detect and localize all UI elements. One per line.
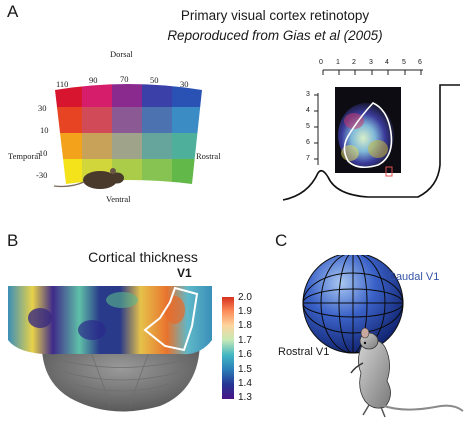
colorbar-tick: 1.5 [238, 364, 252, 375]
cortical-thickness-brain [8, 286, 212, 412]
visual-field-globe-figure [302, 255, 464, 418]
caudal-v1-label: Caudal V1 [388, 271, 440, 283]
ruler-side-tick: 3 [306, 91, 310, 98]
ruler-side-tick: 4 [306, 107, 310, 114]
colorbar-tick: 1.3 [238, 392, 252, 403]
panel-letter-c: C [275, 231, 288, 250]
elevation-tick: -30 [36, 170, 48, 180]
dorsal-label: Dorsal [110, 49, 133, 59]
ruler-side-tick: 5 [306, 123, 310, 130]
ruler-tick: 2 [352, 59, 356, 66]
mouse-icon [350, 327, 464, 418]
ventral-label: Ventral [106, 194, 131, 204]
hemisphere-outline [282, 84, 460, 201]
colorbar-tick: 1.6 [238, 349, 252, 360]
retinotopy-color-grid [55, 84, 202, 184]
mouse-icon [53, 168, 124, 189]
cortex-surface [8, 286, 212, 355]
elevation-tick: 30 [38, 103, 47, 113]
ruler-side-tick: 7 [306, 155, 310, 162]
colorbar-tick: 2.0 [238, 292, 252, 303]
colorbar-tick: 1.7 [238, 335, 252, 346]
ruler-tick: 0 [319, 59, 323, 66]
ruler-tick: 3 [369, 59, 373, 66]
colorbar-tick: 1.4 [238, 378, 252, 389]
rostral-v1-label: Rostral V1 [278, 346, 330, 358]
ruler-tick: 1 [336, 59, 340, 66]
globe-icon [302, 255, 404, 354]
colorbar-tick: 1.9 [238, 306, 252, 317]
azimuth-tick: 70 [120, 74, 129, 84]
azimuth-tick: 90 [89, 75, 98, 85]
elevation-tick: 10 [40, 125, 49, 135]
panel-a-title: Primary visual cortex retinotopy [180, 8, 370, 23]
panel-b-title: Cortical thickness [88, 249, 198, 265]
panel-a-subtitle: Reporoduced from Gias et al (2005) [167, 28, 383, 43]
azimuth-tick: 50 [150, 75, 159, 85]
colorbar-tick: 1.8 [238, 320, 252, 331]
panel-letter-a: A [7, 2, 19, 21]
rostral-label: Rostral [196, 151, 221, 161]
azimuth-tick: 110 [56, 79, 69, 89]
ruler-side-tick: 6 [306, 139, 310, 146]
azimuth-tick: 30 [180, 79, 189, 89]
colorbar [222, 297, 234, 399]
ruler-tick: 6 [418, 59, 422, 66]
v1-boundary [343, 102, 393, 169]
temporal-label: Temporal [8, 151, 41, 161]
cerebellum [41, 340, 200, 412]
ruler-tick: 5 [402, 59, 406, 66]
ruler-tick: 4 [385, 59, 389, 66]
retinotopy-map [53, 84, 202, 189]
cortex-outline-figure [282, 69, 460, 201]
elevation-tick: -10 [36, 148, 48, 158]
v1-label: V1 [177, 266, 192, 280]
v1-outline [143, 286, 199, 352]
panel-letter-b: B [7, 231, 19, 250]
